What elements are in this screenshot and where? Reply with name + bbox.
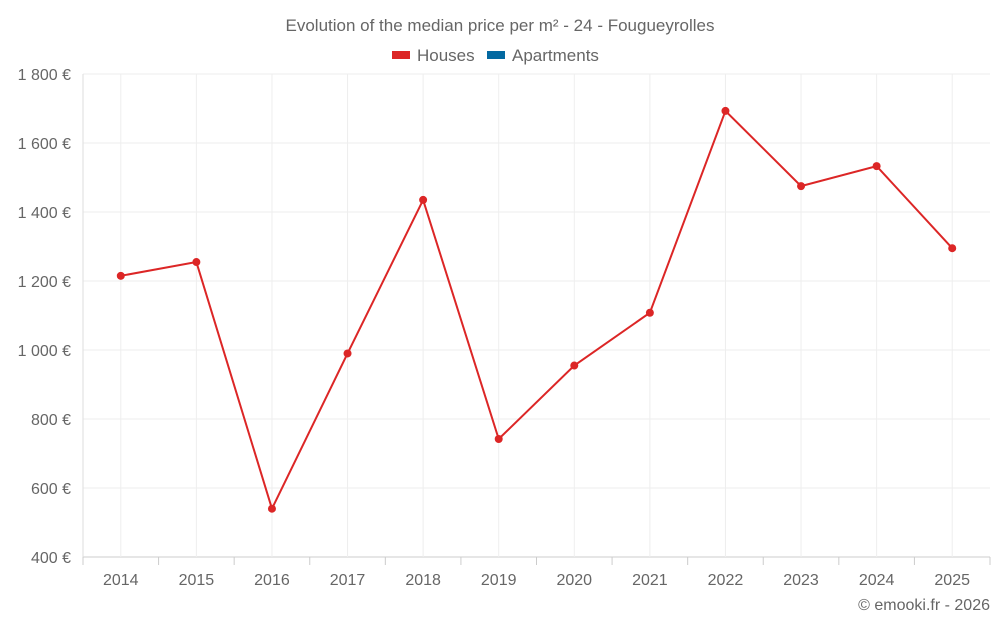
x-tick-label: 2023 [783, 572, 819, 589]
y-tick-label: 800 € [31, 412, 71, 429]
y-tick-label: 1 600 € [18, 136, 71, 153]
data-point [192, 258, 201, 267]
x-tick-label: 2014 [103, 572, 139, 589]
x-tick-label: 2015 [179, 572, 215, 589]
data-point [116, 271, 125, 280]
chart-title: Evolution of the median price per m² - 2… [286, 16, 715, 35]
data-point [948, 244, 957, 253]
x-tick-label: 2020 [556, 572, 592, 589]
data-point [267, 504, 276, 513]
y-tick-label: 400 € [31, 550, 71, 567]
data-point [343, 349, 352, 358]
x-tick-label: 2017 [330, 572, 366, 589]
legend-label-apartments: Apartments [512, 46, 599, 65]
data-point [797, 182, 806, 191]
x-tick-label: 2024 [859, 572, 895, 589]
x-tick-label: 2016 [254, 572, 290, 589]
x-tick-label: 2025 [934, 572, 970, 589]
y-tick-label: 1 200 € [18, 274, 71, 291]
data-point [494, 435, 503, 444]
data-point [872, 162, 881, 171]
legend-item-houses[interactable]: Houses [392, 46, 475, 65]
legend-label-houses: Houses [417, 46, 475, 65]
credit: © emooki.fr - 2026 [858, 597, 990, 614]
data-point [570, 361, 579, 370]
series-line-houses [120, 109, 953, 512]
x-tick-label: 2018 [405, 572, 441, 589]
legend-item-apartments[interactable]: Apartments [487, 46, 599, 65]
y-tick-label: 600 € [31, 481, 71, 498]
data-point [645, 308, 654, 317]
x-tick-label: 2021 [632, 572, 668, 589]
y-tick-label: 1 800 € [18, 67, 71, 84]
legend: Houses Apartments [392, 46, 599, 65]
y-tick-label: 1 000 € [18, 343, 71, 360]
legend-swatch-houses [392, 51, 410, 59]
x-tick-label: 2019 [481, 572, 517, 589]
x-tick-label: 2022 [708, 572, 744, 589]
y-tick-label: 1 400 € [18, 205, 71, 222]
data-point [419, 195, 428, 204]
legend-swatch-apartments [487, 51, 505, 59]
data-point [721, 106, 730, 115]
